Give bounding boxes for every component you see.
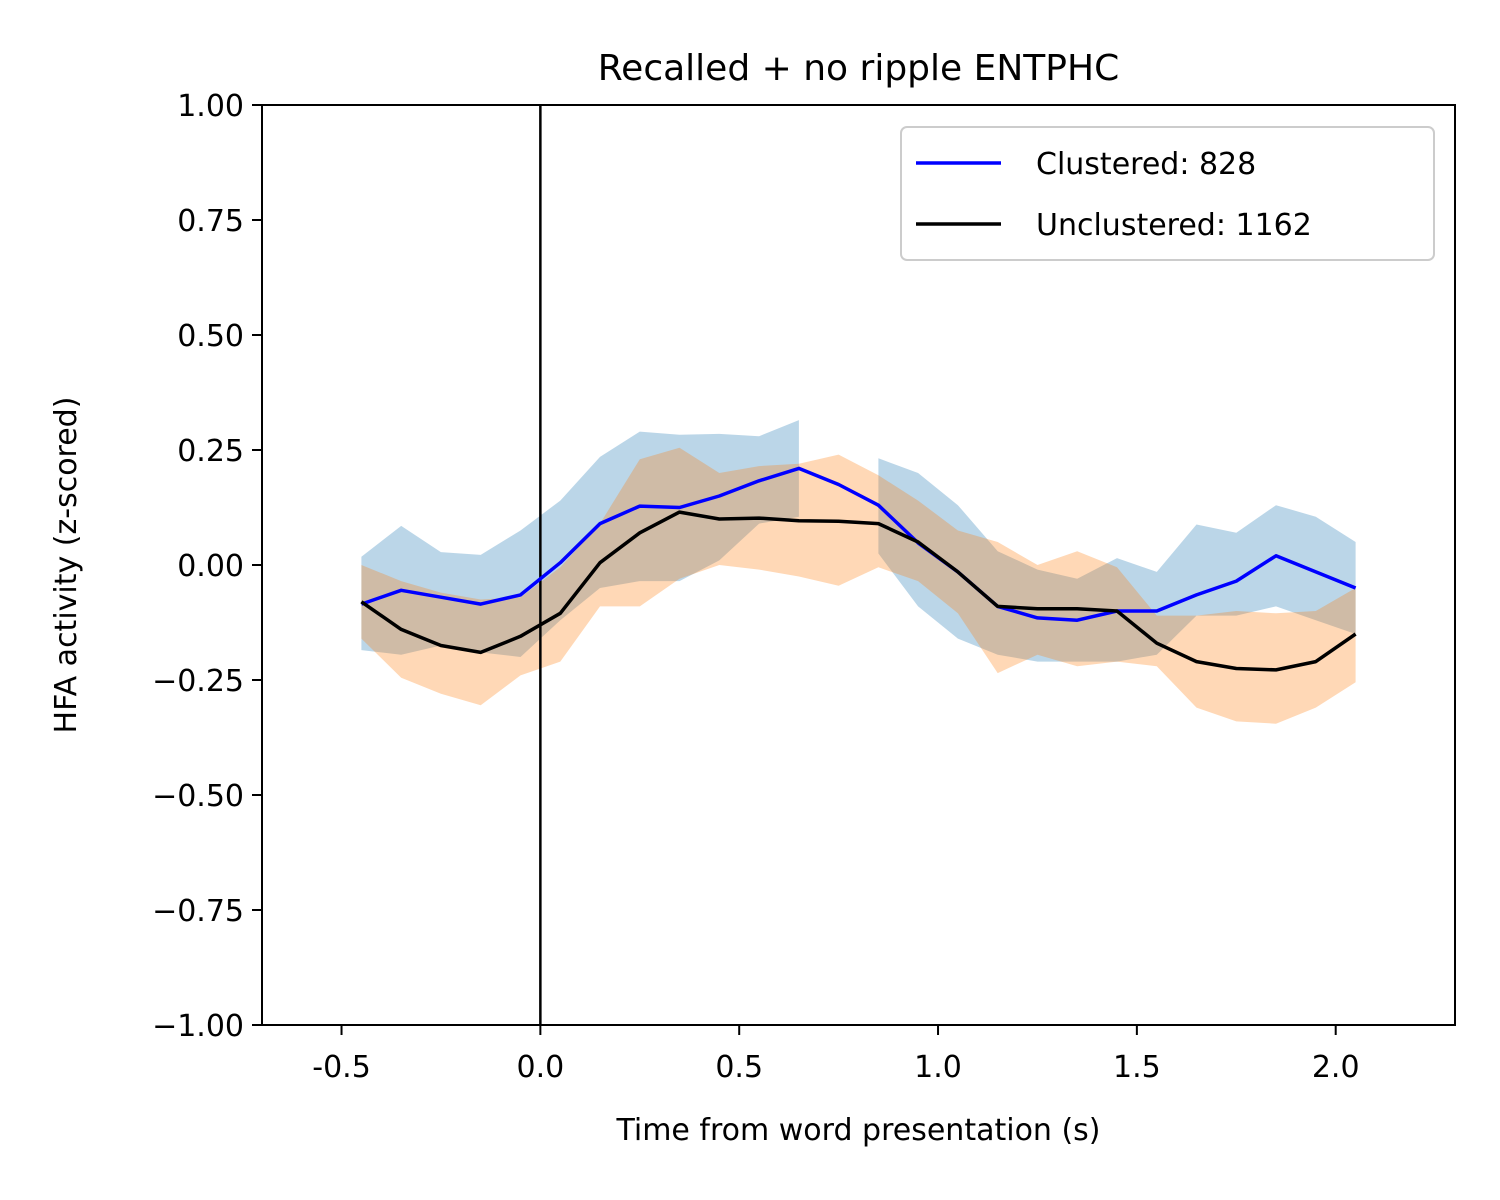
line-series-2: [360, 510, 1357, 672]
x-tick-label: 2.0: [1312, 1050, 1360, 1085]
x-axis-ticks: -0.5 0.0 0.5 1.0 1.5 2.0: [312, 1025, 1360, 1085]
confidence-bands: [361, 420, 1356, 724]
x-tick-label: 1.0: [914, 1050, 962, 1085]
x-tick-label: 0.0: [517, 1050, 565, 1085]
y-tick-label: −0.25: [152, 664, 244, 699]
legend-label-1: Clustered: 828: [1036, 147, 1256, 182]
y-tick-label: −0.75: [152, 894, 244, 929]
x-tick-label: 0.5: [715, 1050, 763, 1085]
x-axis-label: Time from word presentation (s): [615, 1113, 1100, 1148]
band-series-2-segment-1: [361, 447, 1356, 724]
line-series-1: [360, 466, 1357, 622]
y-tick-label: −0.50: [152, 779, 244, 814]
y-tick-label: 0.00: [177, 549, 244, 584]
legend: Clustered: 828 Unclustered: 1162: [900, 126, 1435, 261]
band-series-1-segment-2: [878, 458, 1356, 662]
x-tick-label: 1.5: [1113, 1050, 1161, 1085]
y-axis-label: HFA activity (z-scored): [49, 397, 84, 734]
y-tick-label: 1.00: [177, 89, 244, 124]
legend-label-2: Unclustered: 1162: [1036, 208, 1312, 243]
y-tick-label: 0.75: [177, 204, 244, 239]
y-tick-label: −1.00: [152, 1009, 244, 1044]
legend-box: [900, 126, 1435, 261]
x-tick-label: -0.5: [312, 1050, 371, 1085]
band-series-1-segment-1: [361, 420, 799, 657]
y-tick-label: 0.50: [177, 319, 244, 354]
series-lines: [360, 466, 1357, 672]
y-axis-ticks: 1.00 0.75 0.50 0.25 0.00 −0.25 −0.50 −0.75 −1.00: [152, 89, 262, 1044]
y-tick-label: 0.25: [177, 434, 244, 469]
chart-title: Recalled + no ripple ENTPHC: [598, 48, 1119, 89]
